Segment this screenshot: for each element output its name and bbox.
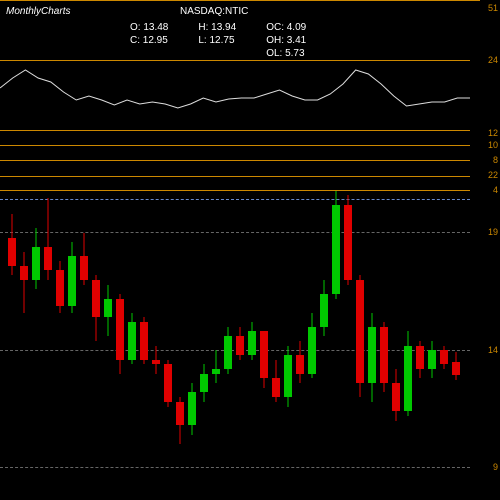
axis-label: 8 (493, 155, 498, 165)
candle-body (104, 299, 112, 318)
candle-body (260, 331, 268, 378)
chart-title-right: NASDAQ:NTIC (180, 6, 248, 17)
candle-body (152, 360, 160, 365)
candle-body (416, 346, 424, 369)
candle-body (320, 294, 328, 327)
chart-title-left: MonthlyCharts (6, 6, 70, 17)
candle-body (332, 205, 340, 294)
candle-body (32, 247, 40, 280)
axis-label: 22 (488, 170, 498, 180)
stock-chart: MonthlyCharts NASDAQ:NTIC O: 13.48 C: 12… (0, 0, 500, 500)
indicator-line (0, 30, 470, 140)
grid-line-dashed (0, 232, 470, 233)
candle-body (44, 247, 52, 270)
candle-body (368, 327, 376, 383)
candle-body (404, 346, 412, 412)
axis-label: 51 (488, 3, 498, 13)
candle-body (200, 374, 208, 393)
candle-body (440, 350, 448, 364)
axis-label: 24 (488, 55, 498, 65)
candle-body (392, 383, 400, 411)
candle-wick (24, 252, 25, 313)
candle-body (212, 369, 220, 374)
candle-body (308, 327, 316, 374)
candle-wick (216, 350, 217, 383)
axis-label: 4 (493, 185, 498, 195)
candle-body (92, 280, 100, 318)
candle-body (248, 331, 256, 354)
axis-label: 10 (488, 140, 498, 150)
grid-line (0, 0, 470, 1)
candle-body (356, 280, 364, 383)
candle-body (380, 327, 388, 383)
candle-body (20, 266, 28, 280)
grid-line-dashed (0, 467, 470, 468)
candle-body (176, 402, 184, 425)
candle-body (164, 364, 172, 402)
axis-label: 12 (488, 128, 498, 138)
candle-body (296, 355, 304, 374)
candle-body (68, 256, 76, 305)
candle-body (452, 362, 460, 374)
candle-body (56, 270, 64, 305)
candle-body (80, 256, 88, 279)
candle-body (128, 322, 136, 360)
axis-label: 19 (488, 227, 498, 237)
candle-body (236, 336, 244, 355)
grid-line (0, 176, 470, 177)
candle-body (140, 322, 148, 360)
candle-body (272, 378, 280, 397)
candle-body (116, 299, 124, 360)
candle-body (188, 392, 196, 425)
candle-body (8, 238, 16, 266)
grid-line (0, 160, 470, 161)
candle-body (344, 205, 352, 280)
candle-body (428, 350, 436, 369)
grid-line (0, 190, 470, 191)
grid-line (0, 145, 470, 146)
grid-line-blue (0, 199, 470, 200)
axis-label: 9 (493, 462, 498, 472)
axis-label: 14 (488, 345, 498, 355)
candle-body (224, 336, 232, 369)
candle-body (284, 355, 292, 397)
grid-line-dashed (0, 350, 470, 351)
